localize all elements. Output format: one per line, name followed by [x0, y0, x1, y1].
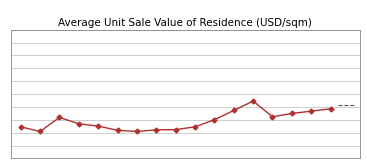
- Title: Average Unit Sale Value of Residence (USD/sqm): Average Unit Sale Value of Residence (US…: [58, 17, 312, 28]
